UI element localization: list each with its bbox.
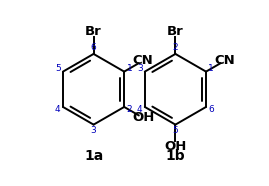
Text: OH: OH	[164, 140, 187, 153]
Text: CN: CN	[133, 54, 154, 67]
Text: 1: 1	[208, 64, 214, 73]
Text: 2: 2	[173, 44, 178, 52]
Text: 1: 1	[126, 64, 132, 73]
Text: 1a: 1a	[84, 149, 103, 163]
Text: CN: CN	[215, 54, 235, 67]
Text: 2: 2	[126, 105, 132, 114]
Text: OH: OH	[132, 111, 154, 124]
Text: Br: Br	[85, 25, 102, 39]
Text: Br: Br	[167, 25, 184, 39]
Text: 6: 6	[208, 105, 214, 114]
Text: 4: 4	[137, 105, 143, 114]
Text: 1b: 1b	[166, 149, 185, 163]
Text: 5: 5	[172, 126, 178, 135]
Text: 4: 4	[55, 105, 61, 114]
Text: 6: 6	[91, 44, 97, 52]
Text: 3: 3	[137, 64, 143, 73]
Text: 3: 3	[91, 126, 97, 135]
Text: 5: 5	[55, 64, 61, 73]
